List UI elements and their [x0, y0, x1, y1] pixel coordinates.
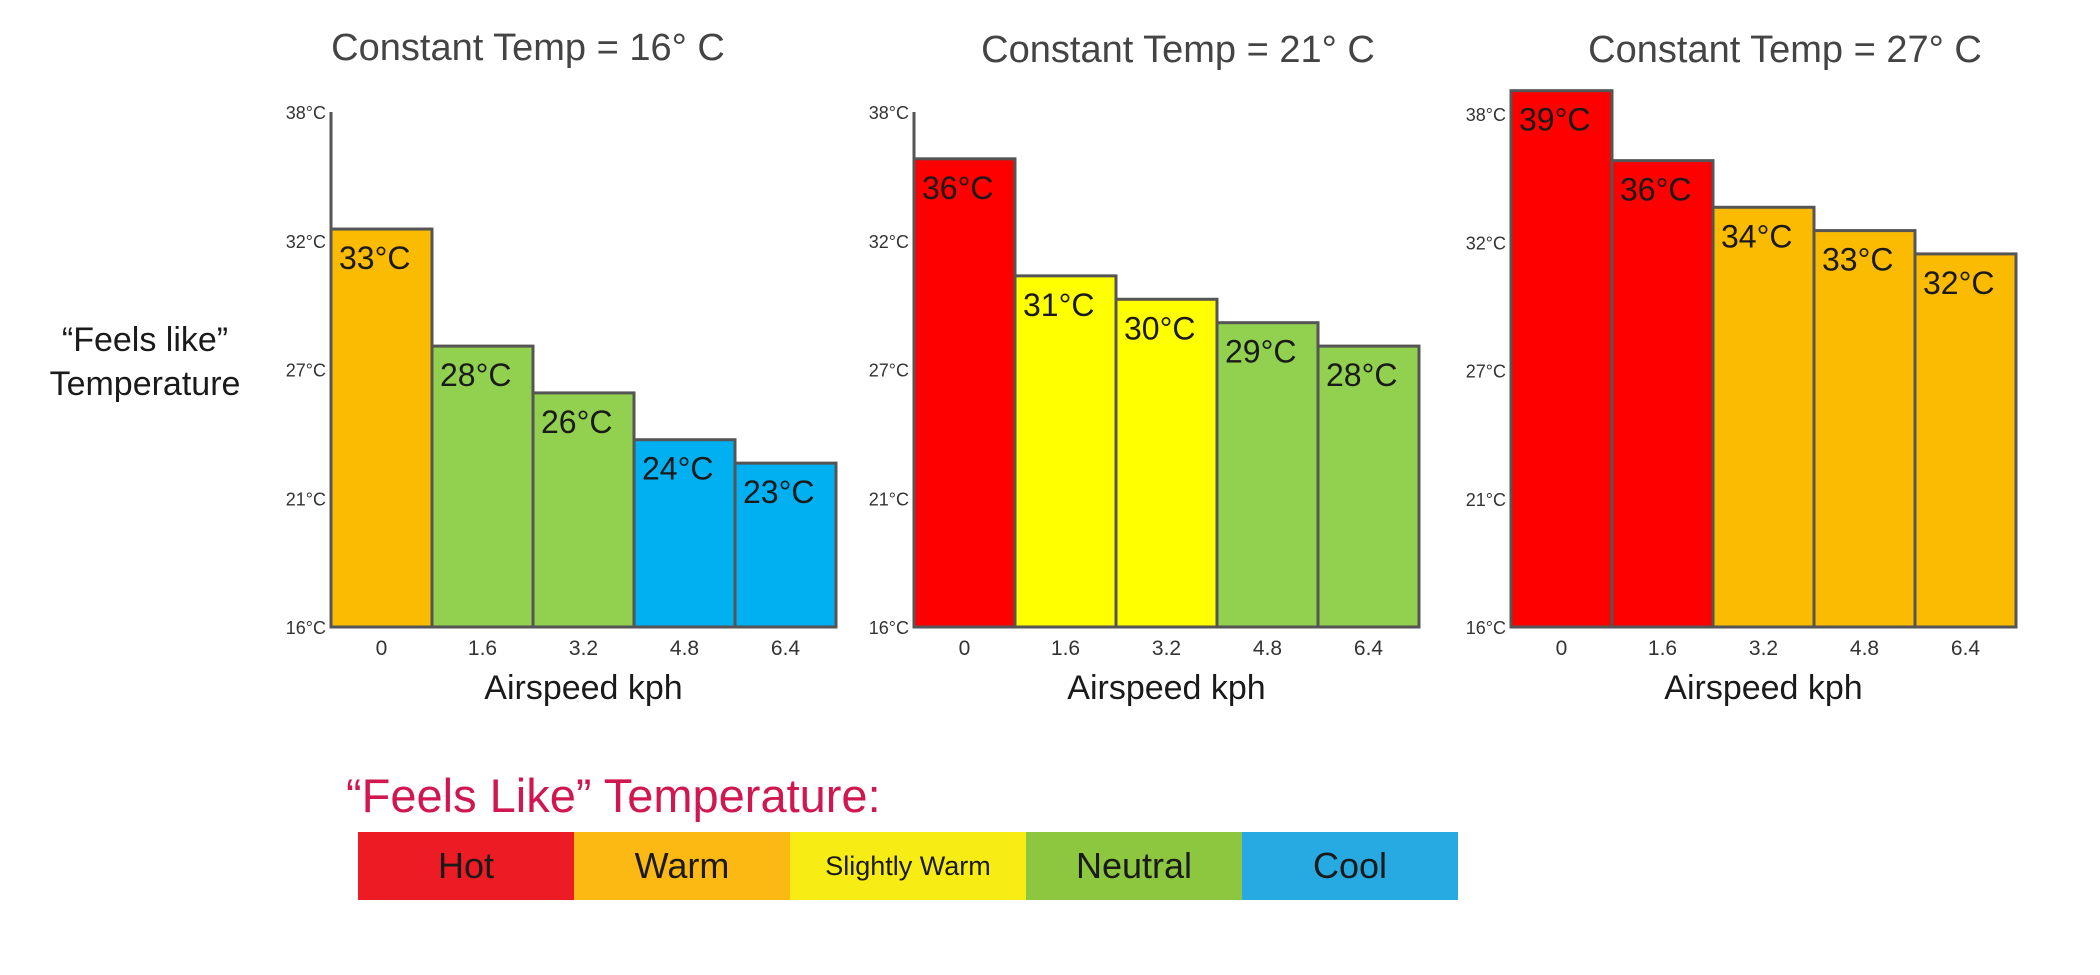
x-axis-label: Airspeed kph [1067, 669, 1265, 707]
x-tick-label: 1.6 [1051, 637, 1080, 660]
legend-item-cool: Cool [1242, 832, 1458, 900]
bar [1711, 205, 1816, 629]
bar-value-label: 28°C [440, 357, 512, 393]
chart-title: Constant Temp = 27° C [1588, 29, 1982, 71]
bar [329, 227, 434, 629]
y-tick-label: 32°C [286, 232, 326, 252]
y-tick-label: 16°C [1466, 618, 1506, 638]
legend-item-hot: Hot [358, 832, 574, 900]
y-tick-label: 38°C [869, 103, 909, 123]
x-tick-label: 6.4 [1354, 637, 1384, 660]
chart-panel-3: Constant Temp = 27° C 39°C 0 36°C 1.6 34°C 3.2… [1466, 29, 2018, 707]
bar [1013, 274, 1118, 629]
bar-value-label: 29°C [1225, 334, 1297, 370]
y-axis-label: “Feels like” Temperature [20, 318, 270, 406]
chart-panel-2: Constant Temp = 21° C 36°C 0 31°C 1.6 30°C 3.2… [869, 29, 1421, 707]
y-tick-label: 27°C [286, 361, 326, 381]
bar-value-label: 31°C [1023, 287, 1095, 323]
bar [1114, 297, 1219, 629]
x-tick-label: 4.8 [1850, 637, 1879, 660]
x-tick-label: 0 [1556, 637, 1568, 660]
bar-value-label: 33°C [339, 240, 411, 276]
bar [1812, 229, 1917, 629]
y-tick-label: 21°C [286, 489, 326, 509]
x-axis-label: Airspeed kph [1664, 669, 1862, 707]
x-tick-label: 0 [376, 637, 388, 660]
bar [912, 157, 1017, 629]
x-tick-label: 6.4 [1951, 637, 1981, 660]
bar [531, 391, 636, 629]
chart-title: Constant Temp = 21° C [981, 29, 1375, 71]
legend-title: “Feels Like” Temperature: [346, 769, 881, 822]
bar [1913, 252, 2018, 629]
x-tick-label: 1.6 [468, 637, 497, 660]
bar-value-label: 39°C [1519, 102, 1591, 138]
bar [733, 461, 838, 629]
bar-value-label: 30°C [1124, 310, 1196, 346]
x-tick-label: 3.2 [1749, 637, 1778, 660]
x-tick-label: 4.8 [1253, 637, 1282, 660]
x-axis-label: Airspeed kph [484, 669, 682, 707]
legend: Hot Warm Slightly Warm Neutral Cool [358, 832, 1458, 900]
bar-value-label: 36°C [1620, 172, 1692, 208]
y-tick-label: 16°C [286, 618, 326, 638]
bar-value-label: 23°C [743, 474, 815, 510]
chart-panel-1: Constant Temp = 16° C 33°C 0 28°C 1.6 26°C 3.2… [286, 27, 838, 707]
bar [1316, 344, 1421, 629]
legend-item-neutral: Neutral [1026, 832, 1242, 900]
y-tick-label: 32°C [1466, 233, 1506, 253]
y-tick-label: 21°C [869, 489, 909, 509]
bar [1509, 89, 1614, 629]
bar-value-label: 24°C [642, 451, 714, 487]
x-tick-label: 1.6 [1648, 637, 1677, 660]
bar-value-label: 33°C [1822, 242, 1894, 278]
y-tick-label: 38°C [286, 103, 326, 123]
y-tick-label: 27°C [1466, 362, 1506, 382]
bar-value-label: 26°C [541, 404, 613, 440]
bar-value-label: 32°C [1923, 265, 1995, 301]
legend-item-slightly-warm: Slightly Warm [790, 832, 1026, 900]
chart-title: Constant Temp = 16° C [331, 27, 725, 69]
y-axis-label-line-2: Temperature [49, 365, 241, 403]
y-tick-label: 32°C [869, 232, 909, 252]
bar [1610, 159, 1715, 629]
x-tick-label: 6.4 [771, 637, 801, 660]
x-tick-label: 4.8 [670, 637, 699, 660]
x-tick-label: 0 [959, 637, 971, 660]
y-tick-label: 21°C [1466, 490, 1506, 510]
x-tick-label: 3.2 [1152, 637, 1181, 660]
legend-item-warm: Warm [574, 832, 790, 900]
y-tick-label: 27°C [869, 361, 909, 381]
y-tick-label: 16°C [869, 618, 909, 638]
bar-value-label: 36°C [922, 170, 994, 206]
y-axis-label-line-1: “Feels like” [61, 321, 229, 359]
bar-value-label: 34°C [1721, 218, 1793, 254]
x-tick-label: 3.2 [569, 637, 598, 660]
y-tick-label: 38°C [1466, 105, 1506, 125]
bar-value-label: 28°C [1326, 357, 1398, 393]
bar [430, 344, 535, 629]
